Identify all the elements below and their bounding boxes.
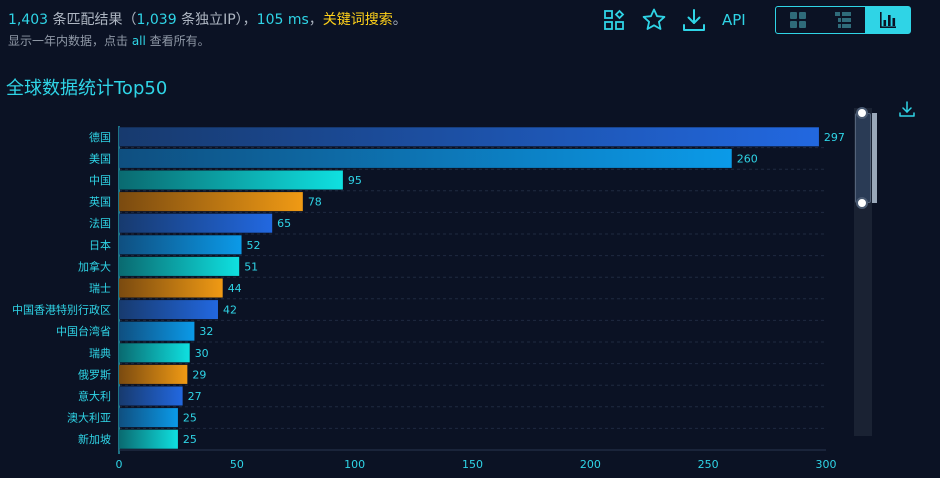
unique-ip-count: 1,039 xyxy=(136,12,177,28)
chart-view-icon xyxy=(879,12,896,28)
category-label: 中国台湾省 xyxy=(56,324,111,338)
zoom-bar xyxy=(872,113,877,203)
zoom-handle-top[interactable] xyxy=(856,107,868,119)
chart-title: 全球数据统计Top50 xyxy=(6,78,168,99)
bar xyxy=(119,192,303,212)
tile-view-button[interactable] xyxy=(776,7,821,33)
grid-settings-icon xyxy=(604,9,625,30)
bar xyxy=(119,429,178,449)
category-label: 俄罗斯 xyxy=(78,368,111,381)
x-tick-label: 0 xyxy=(116,458,123,471)
category-label: 中国 xyxy=(89,174,111,187)
data-label: 44 xyxy=(228,282,242,295)
download-icon xyxy=(683,9,705,31)
x-tick-label: 200 xyxy=(580,458,601,471)
data-label: 27 xyxy=(188,390,202,403)
chart-view-button[interactable] xyxy=(865,7,911,33)
zoom-window[interactable] xyxy=(855,113,871,203)
bar xyxy=(119,170,343,190)
data-label: 52 xyxy=(247,239,261,252)
result-text-2: 条独立IP）， xyxy=(176,12,257,28)
category-label: 法国 xyxy=(89,216,111,230)
category-label: 日本 xyxy=(89,238,111,252)
note-text-2: 查看所有。 xyxy=(145,34,210,48)
result-summary: 1,403 条匹配结果（1,039 条独立IP），105 ms，关键词搜索。 xyxy=(8,9,407,29)
note-text-1: 显示一年内数据，点击 xyxy=(8,34,132,48)
api-button[interactable]: API xyxy=(722,11,746,29)
data-label: 65 xyxy=(277,217,291,230)
bar xyxy=(119,321,195,341)
data-label: 29 xyxy=(192,368,206,381)
category-label: 美国 xyxy=(89,152,111,165)
category-label: 意大利 xyxy=(78,389,111,403)
bar xyxy=(119,300,218,320)
save-image-icon[interactable] xyxy=(898,100,916,118)
grid-settings-button[interactable] xyxy=(600,6,628,34)
star-icon xyxy=(642,8,666,30)
result-text-1: 条匹配结果（ xyxy=(48,12,137,28)
data-label: 260 xyxy=(737,152,758,165)
bar xyxy=(119,148,732,168)
time-range-note: 显示一年内数据，点击 all 查看所有。 xyxy=(8,32,210,49)
list-view-icon xyxy=(835,12,851,28)
favorite-button[interactable] xyxy=(640,6,668,34)
category-label: 新加坡 xyxy=(78,432,111,446)
category-label: 德国 xyxy=(89,130,111,144)
data-label: 32 xyxy=(199,325,213,338)
zoom-handle-bottom[interactable] xyxy=(856,197,868,209)
data-label: 30 xyxy=(195,347,209,360)
bar xyxy=(119,343,190,363)
bar xyxy=(119,364,188,384)
query-time: 105 ms xyxy=(256,12,309,28)
x-tick-label: 300 xyxy=(816,458,837,471)
keyword-search-link[interactable]: 关键词搜索 xyxy=(322,12,393,28)
bar xyxy=(119,408,178,428)
tile-view-icon xyxy=(790,12,807,28)
bar xyxy=(119,386,183,406)
view-switcher xyxy=(775,6,911,34)
x-tick-label: 150 xyxy=(462,458,483,471)
category-label: 瑞典 xyxy=(89,346,111,360)
bar xyxy=(119,213,273,233)
category-label: 英国 xyxy=(89,195,111,209)
category-label: 中国香港特别行政区 xyxy=(12,303,111,317)
data-label: 25 xyxy=(183,412,197,425)
bar xyxy=(119,256,240,276)
show-all-link[interactable]: all xyxy=(131,34,146,48)
category-label: 瑞士 xyxy=(89,281,111,295)
data-label: 95 xyxy=(348,174,362,187)
category-label: 加拿大 xyxy=(78,259,111,273)
result-text-3: ， xyxy=(308,12,323,28)
x-tick-label: 100 xyxy=(344,458,365,471)
bar xyxy=(119,278,223,298)
bar xyxy=(119,127,819,147)
result-text-4: 。 xyxy=(392,12,407,28)
result-count: 1,403 xyxy=(8,12,49,28)
toolbar: API xyxy=(600,6,746,34)
data-label: 25 xyxy=(183,433,197,446)
x-tick-label: 250 xyxy=(698,458,719,471)
data-label: 78 xyxy=(308,196,322,209)
data-label: 51 xyxy=(244,260,258,273)
bar xyxy=(119,235,242,255)
category-label: 澳大利亚 xyxy=(67,411,111,425)
data-label: 42 xyxy=(223,304,237,317)
x-tick-label: 50 xyxy=(230,458,244,471)
data-label: 297 xyxy=(824,131,845,144)
list-view-button[interactable] xyxy=(821,7,866,33)
download-button[interactable] xyxy=(680,6,708,34)
